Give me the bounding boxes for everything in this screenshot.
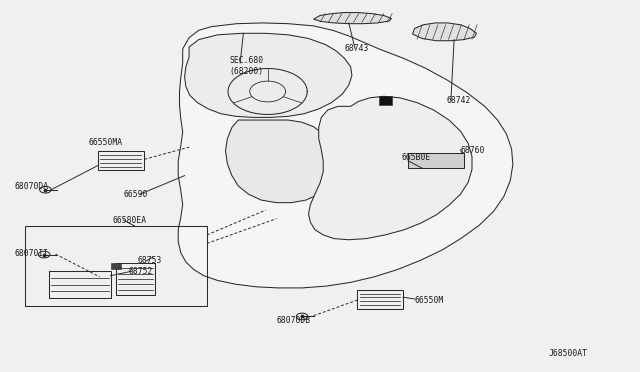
Text: J68500AT: J68500AT: [548, 349, 588, 358]
Text: 68743: 68743: [344, 44, 369, 52]
Polygon shape: [314, 13, 392, 24]
Text: 68070II: 68070II: [15, 249, 49, 258]
Polygon shape: [225, 120, 336, 203]
Text: SEC.680: SEC.680: [229, 56, 264, 65]
Text: 68742: 68742: [447, 96, 471, 105]
Bar: [408, 153, 465, 168]
Bar: [49, 271, 111, 298]
Text: 68070DA: 68070DA: [15, 182, 49, 191]
Bar: [357, 290, 403, 309]
Text: 66580EA: 66580EA: [113, 216, 147, 225]
Bar: [111, 263, 122, 269]
Bar: [379, 96, 392, 105]
Text: 66590: 66590: [124, 190, 148, 199]
Text: 68070DB: 68070DB: [276, 316, 310, 325]
Polygon shape: [308, 96, 472, 240]
Text: 665B0E: 665B0E: [402, 153, 431, 162]
Text: 68752: 68752: [129, 267, 153, 276]
Text: 68753: 68753: [138, 256, 163, 265]
Polygon shape: [413, 23, 476, 41]
Polygon shape: [184, 33, 352, 118]
Text: 68760: 68760: [461, 146, 485, 155]
Text: (68200): (68200): [229, 67, 264, 76]
Text: 66550MA: 66550MA: [89, 138, 123, 147]
Bar: [98, 151, 144, 170]
Text: 66550M: 66550M: [415, 296, 444, 305]
Bar: [116, 263, 156, 295]
Polygon shape: [178, 23, 513, 288]
Bar: [25, 226, 207, 307]
